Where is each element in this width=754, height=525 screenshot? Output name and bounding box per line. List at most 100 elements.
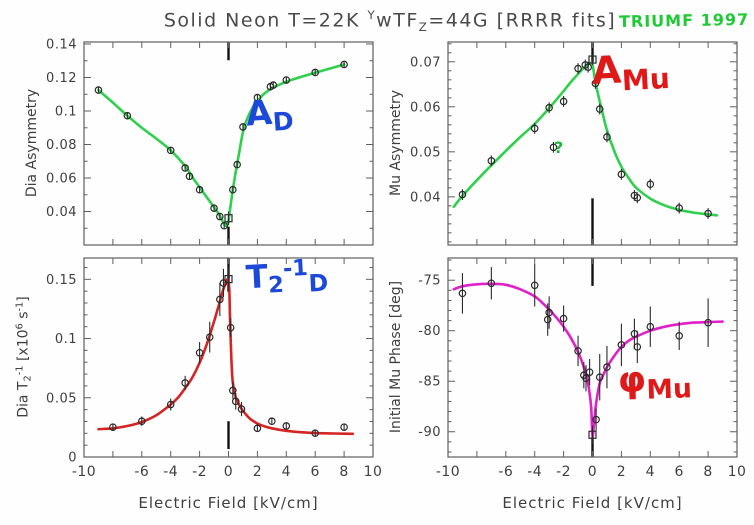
- label-phi-mu: φMu: [617, 359, 693, 406]
- text-segment: D: [307, 268, 329, 298]
- circle-marker: [545, 103, 553, 112]
- circle-marker: [675, 331, 684, 340]
- fit-curve: [97, 277, 355, 436]
- y-ticks: [84, 266, 373, 458]
- square-marker: [224, 274, 233, 284]
- x-tick-label: 2: [253, 464, 262, 480]
- circle-marker: [595, 373, 604, 381]
- circle-marker: [195, 348, 204, 357]
- title-superscript: Y: [367, 8, 377, 22]
- x-tick-label: 4: [646, 464, 655, 480]
- circle-marker: [340, 60, 348, 69]
- y-tick-label: 0.04: [46, 205, 77, 220]
- data-points: [458, 54, 712, 219]
- circle-marker: [231, 397, 240, 406]
- credit-triumf-1997: TRIUMF 1997: [618, 9, 750, 32]
- circle-marker: [268, 417, 276, 426]
- x-ticks: [83, 42, 374, 245]
- circle-marker: [487, 157, 496, 165]
- y-tick-label: 0.06: [410, 100, 441, 115]
- data-points: [458, 264, 712, 444]
- y-tick-label: 0.05: [410, 145, 441, 160]
- text-segment: -1: [282, 254, 309, 283]
- circle-marker: [253, 93, 262, 102]
- x-tick-label: -10: [72, 464, 96, 480]
- figure-title: Solid Neon T=22K YwTFZ=44G [RRRR fits]: [140, 8, 640, 34]
- x-tick-label: -6: [134, 464, 149, 480]
- circle-marker: [181, 164, 189, 172]
- y-tick-label: 0.1: [55, 105, 77, 120]
- xaxis-label-left: Electric Field [kV/cm]: [138, 494, 319, 512]
- circle-marker: [704, 318, 712, 327]
- x-tick-labels: -10 -6 -4 -2 0 2 4 6 8 10: [436, 464, 746, 480]
- circle-marker: [617, 341, 626, 349]
- circle-marker: [138, 417, 146, 426]
- text-segment: φ: [617, 359, 647, 402]
- x-tick-label: 2: [617, 464, 626, 480]
- panel-dia-asymmetry: 0.04 0.06 0.08 0.1 0.12 0.14: [46, 38, 374, 246]
- title-pre: Solid Neon T=22K: [163, 9, 368, 32]
- circle-marker: [269, 81, 278, 89]
- xaxis-label-right: Electric Field [kV/cm]: [502, 494, 683, 512]
- panel-initial-mu-phase: -90 -85 -80 -75 -10 -6 -4 -2 0 2 4 6 8 10: [418, 257, 746, 480]
- circle-marker: [704, 209, 712, 218]
- y-tick-label: -90: [418, 425, 441, 440]
- y-tick-label: 0.05: [46, 391, 77, 406]
- circle-marker: [210, 204, 218, 212]
- x-ticks: [447, 258, 738, 457]
- circle-marker: [220, 221, 228, 230]
- circle-marker: [233, 160, 241, 169]
- y-tick-label: 0.08: [46, 138, 77, 153]
- circle-marker: [195, 185, 204, 194]
- circle-marker: [166, 146, 175, 155]
- circle-marker: [282, 76, 291, 84]
- text-segment: T: [244, 257, 269, 297]
- circle-marker: [94, 86, 103, 94]
- circle-marker: [123, 111, 132, 120]
- x-tick-label: -4: [527, 464, 542, 480]
- circle-marker: [574, 64, 582, 73]
- y-tick-label: -80: [418, 324, 441, 339]
- title-post: =44G [RRRR fits]: [428, 9, 617, 32]
- circle-marker: [282, 422, 291, 430]
- circle-marker: [574, 347, 582, 355]
- circle-marker: [675, 204, 684, 212]
- x-tick-label: -2: [192, 464, 207, 480]
- text-segment: Mu: [645, 373, 693, 406]
- circle-marker: [603, 133, 611, 141]
- circle-marker: [205, 333, 214, 341]
- x-tick-label: 0: [588, 464, 597, 480]
- circle-marker: [559, 97, 568, 106]
- x-tick-labels: -10 -6 -4 -2 0 2 4 6 8 10: [72, 464, 383, 480]
- fit-curve: [97, 63, 346, 228]
- y-tick-label: 0.07: [410, 55, 441, 70]
- text-segment: A: [244, 92, 274, 135]
- circle-marker: [584, 63, 592, 72]
- circle-marker: [646, 322, 655, 331]
- circle-marker: [633, 343, 642, 351]
- circle-marker: [545, 308, 553, 317]
- x-tick-label: 10: [364, 464, 383, 480]
- circle-marker: [229, 386, 237, 395]
- text-segment: D: [271, 106, 295, 137]
- panel-mu-asymmetry: 0.04 0.05 0.06 0.07: [410, 41, 738, 246]
- y-tick-label: 0.1: [55, 332, 77, 347]
- x-tick-label: 8: [339, 464, 348, 480]
- circle-marker: [595, 105, 604, 113]
- x-tick-label: 8: [703, 464, 712, 480]
- y-tick-label: 0.14: [46, 38, 77, 53]
- label-a-d: AD: [244, 92, 295, 137]
- circle-marker: [543, 315, 552, 324]
- x-tick-label: -6: [498, 464, 513, 480]
- circle-marker: [253, 424, 262, 433]
- data-points: [94, 60, 348, 230]
- circle-marker: [617, 170, 626, 179]
- circle-marker: [229, 185, 237, 194]
- circle-marker: [549, 143, 558, 152]
- circle-marker: [226, 323, 235, 332]
- x-ticks: [447, 42, 738, 245]
- x-ticks: [83, 258, 374, 457]
- circle-marker: [633, 193, 642, 202]
- circle-marker: [185, 172, 194, 181]
